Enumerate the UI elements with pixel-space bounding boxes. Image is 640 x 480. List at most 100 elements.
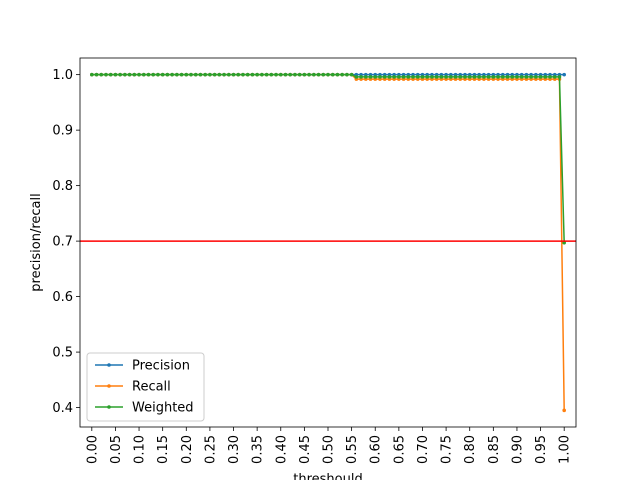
data-point-weighted — [184, 72, 189, 77]
data-point-weighted — [519, 75, 524, 79]
data-point-weighted — [288, 72, 293, 77]
data-point-weighted — [170, 72, 174, 77]
legend-label: Weighted — [132, 401, 194, 416]
data-point-precision — [562, 72, 566, 77]
data-point-weighted — [212, 72, 217, 77]
data-point-weighted — [534, 75, 538, 79]
data-point-weighted — [316, 72, 321, 77]
series-group — [90, 72, 566, 413]
data-point-weighted — [330, 72, 335, 77]
data-point-weighted — [368, 75, 373, 79]
data-point-weighted — [198, 72, 203, 77]
data-point-weighted — [359, 75, 363, 79]
data-point-weighted — [231, 72, 236, 77]
data-point-weighted — [354, 75, 359, 79]
data-point-weighted — [552, 75, 557, 79]
data-point-weighted — [312, 72, 316, 77]
data-point-weighted — [99, 72, 104, 77]
data-point-weighted — [269, 72, 274, 77]
data-point-weighted — [94, 72, 99, 77]
x-tick-label: 0.35 — [251, 435, 266, 464]
data-point-weighted — [496, 75, 500, 79]
data-point-weighted — [401, 75, 406, 79]
data-point-weighted — [297, 72, 302, 77]
y-tick-label: 0.5 — [52, 346, 73, 361]
data-point-weighted — [293, 72, 297, 77]
x-tick-label: 0.30 — [227, 435, 242, 464]
data-point-weighted — [340, 72, 344, 77]
x-axis: 0.00 0.05 0.10 0.15 0.20 0.25 0.30 0.35 0.40 0.45… — [85, 427, 573, 464]
legend-marker — [107, 384, 111, 388]
x-tick-label: 0.70 — [416, 435, 431, 464]
data-point-weighted — [491, 75, 496, 79]
data-point-weighted — [373, 75, 378, 79]
data-point-weighted — [123, 72, 127, 77]
data-point-weighted — [127, 72, 132, 77]
data-point-weighted — [349, 72, 354, 77]
data-point-weighted — [132, 72, 137, 77]
data-point-weighted — [378, 75, 382, 79]
x-tick-label: 1.00 — [558, 435, 573, 464]
legend: Precision Recall Weighted — [86, 352, 205, 422]
data-point-weighted — [321, 72, 326, 77]
y-tick-label: 1.0 — [52, 68, 73, 83]
data-point-weighted — [208, 72, 212, 77]
data-point-weighted — [529, 75, 533, 79]
x-tick-label: 0.15 — [156, 435, 171, 464]
data-point-weighted — [264, 72, 269, 77]
data-point-weighted — [302, 72, 307, 77]
data-point-weighted — [449, 75, 453, 79]
y-tick-label: 0.8 — [52, 179, 73, 194]
data-point-recall — [562, 408, 566, 413]
data-point-weighted — [146, 72, 151, 77]
data-point-weighted — [387, 75, 392, 79]
data-point-weighted — [486, 75, 491, 79]
data-point-weighted — [90, 72, 94, 77]
data-point-weighted — [203, 72, 207, 77]
data-point-weighted — [278, 72, 283, 77]
data-point-weighted — [439, 75, 444, 79]
data-point-weighted — [245, 72, 250, 77]
data-point-weighted — [430, 75, 434, 79]
data-point-weighted — [326, 72, 330, 77]
x-tick-label: 0.00 — [85, 435, 100, 464]
x-tick-label: 0.50 — [322, 435, 337, 464]
x-tick-label: 0.05 — [109, 435, 124, 464]
data-point-weighted — [397, 75, 401, 79]
data-point-weighted — [477, 75, 481, 79]
x-tick-label: 0.10 — [133, 435, 148, 464]
data-point-weighted — [250, 72, 255, 77]
y-tick-label: 0.6 — [52, 290, 73, 305]
data-point-weighted — [260, 72, 264, 77]
data-point-weighted — [453, 75, 458, 79]
data-point-weighted — [392, 75, 396, 79]
data-point-weighted — [179, 72, 184, 77]
data-point-weighted — [411, 75, 415, 79]
y-axis: 0.4 0.5 0.6 0.7 0.8 0.9 1.0 — [52, 68, 80, 416]
data-point-weighted — [189, 72, 193, 77]
data-point-weighted — [217, 72, 222, 77]
data-point-weighted — [104, 72, 108, 77]
x-tick-label: 0.95 — [534, 435, 549, 464]
x-axis-label: threshould — [293, 472, 362, 480]
data-point-weighted — [241, 72, 245, 77]
data-point-weighted — [444, 75, 448, 79]
x-tick-label: 0.25 — [203, 435, 218, 464]
data-point-weighted — [434, 75, 439, 79]
data-point-weighted — [236, 72, 241, 77]
x-tick-label: 0.60 — [369, 435, 384, 464]
legend-label: Recall — [132, 380, 171, 395]
data-point-weighted — [515, 75, 519, 79]
data-point-weighted — [425, 75, 430, 79]
data-point-weighted — [113, 72, 118, 77]
x-tick-label: 0.40 — [274, 435, 289, 464]
data-point-weighted — [482, 75, 486, 79]
data-point-weighted — [160, 72, 165, 77]
legend-box — [86, 352, 205, 422]
data-point-weighted — [458, 75, 463, 79]
data-point-weighted — [307, 72, 311, 77]
x-tick-label: 0.90 — [510, 435, 525, 464]
data-point-weighted — [420, 75, 425, 79]
data-point-weighted — [562, 240, 566, 245]
data-point-weighted — [382, 75, 387, 79]
